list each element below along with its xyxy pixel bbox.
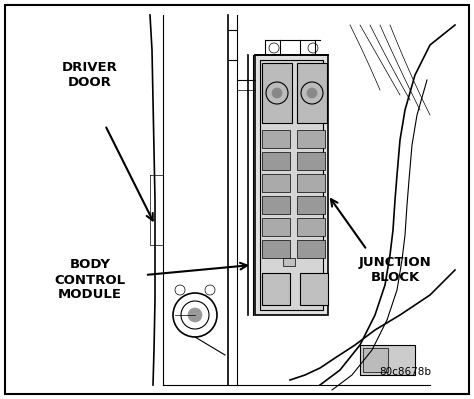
- Circle shape: [188, 308, 202, 322]
- Bar: [297, 152, 325, 170]
- Circle shape: [272, 88, 282, 98]
- Bar: [283, 258, 295, 266]
- Bar: [363, 348, 388, 372]
- Bar: [262, 174, 290, 192]
- Bar: [297, 63, 327, 123]
- Bar: [262, 63, 292, 123]
- Bar: [260, 60, 323, 310]
- Bar: [360, 345, 415, 375]
- Text: JUNCTION
BLOCK: JUNCTION BLOCK: [359, 256, 431, 284]
- Bar: [262, 240, 290, 258]
- Bar: [297, 130, 325, 148]
- Bar: [262, 130, 290, 148]
- Bar: [262, 152, 290, 170]
- Text: DRIVER
DOOR: DRIVER DOOR: [62, 61, 118, 89]
- Bar: [297, 174, 325, 192]
- Bar: [262, 196, 290, 214]
- Bar: [262, 218, 290, 236]
- Text: 80c8678b: 80c8678b: [379, 367, 431, 377]
- Circle shape: [307, 88, 317, 98]
- Bar: [262, 273, 290, 305]
- Bar: [297, 240, 325, 258]
- Bar: [297, 218, 325, 236]
- Bar: [297, 196, 325, 214]
- Bar: [300, 273, 328, 305]
- Bar: [255, 55, 328, 315]
- Text: BODY
CONTROL
MODULE: BODY CONTROL MODULE: [55, 259, 126, 302]
